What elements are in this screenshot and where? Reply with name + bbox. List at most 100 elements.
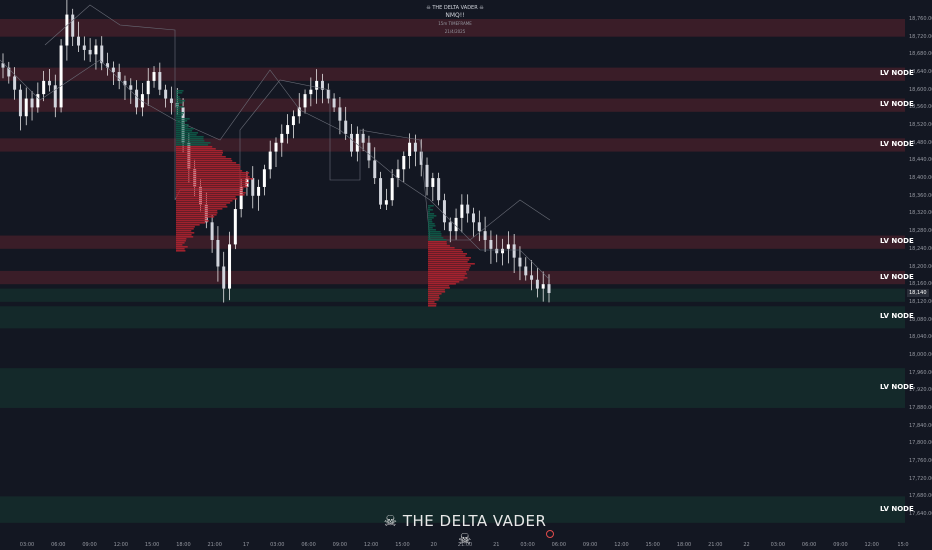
volume-profile-bar xyxy=(176,168,241,170)
volume-profile-bar xyxy=(176,230,192,232)
volume-profile-bar xyxy=(176,112,184,114)
lv-zone xyxy=(0,19,905,37)
volume-profile-bar xyxy=(428,213,435,215)
volume-profile-bar xyxy=(176,122,185,124)
candle-body xyxy=(262,169,266,187)
volume-profile-bar xyxy=(176,178,254,180)
volume-profile-bar xyxy=(176,246,188,248)
header-timeframe: 15m TIMEFRAME xyxy=(438,21,472,26)
volume-profile-bar xyxy=(176,142,211,144)
volume-profile-bar xyxy=(176,92,183,94)
volume-profile-bar xyxy=(176,208,223,210)
volume-profile-bar xyxy=(176,152,224,154)
volume-profile-bar xyxy=(176,154,223,156)
candle-body xyxy=(94,45,98,55)
volume-profile-bar xyxy=(428,277,468,279)
candle-body xyxy=(442,200,446,223)
y-tick-label: 18,080.00 xyxy=(909,316,932,323)
volume-profile-bar xyxy=(428,287,450,289)
lv-node-label: LV NODE xyxy=(880,100,914,109)
volume-profile-bar xyxy=(176,220,209,222)
y-tick-label: 17,680.00 xyxy=(909,493,932,500)
x-tick-label: 06:00 xyxy=(801,542,817,548)
y-tick-label: 18,040.00 xyxy=(909,334,932,341)
candle-body xyxy=(413,142,417,152)
volume-profile-bar xyxy=(176,196,236,198)
vwap-line xyxy=(0,59,551,281)
volume-profile-bar xyxy=(176,166,241,168)
y-tick-label: 17,880.00 xyxy=(909,404,932,411)
x-tick-label: 09:00 xyxy=(833,542,848,548)
alert-circle-icon[interactable] xyxy=(546,530,554,538)
volume-profile-bar xyxy=(176,118,190,120)
volume-profile-bar xyxy=(176,172,250,174)
volume-profile-bar xyxy=(176,120,188,122)
y-tick-label: 17,920.00 xyxy=(909,387,932,394)
x-tick-label: 09:00 xyxy=(582,542,598,548)
volume-profile-bar xyxy=(428,285,450,287)
candle-body xyxy=(158,72,162,90)
candle-body xyxy=(344,120,348,134)
volume-profile-bar xyxy=(176,126,189,128)
volume-profile-bar xyxy=(176,212,218,214)
volume-profile-bar xyxy=(176,104,179,106)
y-tick-label: 18,400.00 xyxy=(909,175,932,182)
volume-profile-bar xyxy=(428,225,436,227)
volume-profile-bar xyxy=(176,186,248,188)
volume-profile-bar xyxy=(176,124,189,126)
volume-profile-bar xyxy=(176,98,181,100)
y-tick-label: 17,800.00 xyxy=(909,440,932,447)
x-tick-label: 15:00 xyxy=(645,542,660,548)
volume-profile-bar xyxy=(176,234,192,236)
candle-body xyxy=(477,222,481,232)
volume-profile-bar xyxy=(176,182,250,184)
candle-body xyxy=(402,156,406,170)
volume-profile-bar xyxy=(176,162,237,164)
candle-body xyxy=(518,257,522,267)
volume-profile-bar xyxy=(428,301,435,303)
chart-header: ☠ THE DELTA VADER ☠ NMQ!! 15m TIMEFRAME … xyxy=(420,4,490,36)
candle-body xyxy=(13,76,17,90)
volume-profile-bar xyxy=(428,205,434,207)
volume-profile-bar xyxy=(176,226,195,228)
volume-profile-bar xyxy=(428,281,460,283)
candle-body xyxy=(350,133,354,152)
y-tick-label: 18,560.00 xyxy=(909,104,932,111)
volume-profile-bar xyxy=(428,283,456,285)
y-tick-label: 17,960.00 xyxy=(909,369,932,376)
volume-profile-bar xyxy=(428,209,433,211)
header-title: ☠ THE DELTA VADER ☠ xyxy=(426,5,484,11)
candle-body xyxy=(379,178,383,205)
volume-profile-bar xyxy=(428,231,441,233)
candle-body xyxy=(7,67,11,77)
volume-profile-bar xyxy=(176,206,228,208)
candle-body xyxy=(460,204,464,218)
candle-body xyxy=(216,239,220,267)
volume-profile-bar xyxy=(176,192,246,194)
candle-body xyxy=(384,200,388,205)
volume-profile-bar xyxy=(176,214,217,216)
x-tick-label: 03:00 xyxy=(19,542,35,548)
volume-profile-bar xyxy=(176,128,194,130)
volume-profile-bar xyxy=(428,299,439,301)
volume-profile-bar xyxy=(176,96,180,98)
volume-profile-bar xyxy=(428,291,446,293)
candle-body xyxy=(239,186,243,210)
volume-profile-bar xyxy=(176,188,244,190)
volume-profile-bar xyxy=(176,134,197,136)
volume-profile-bar xyxy=(176,174,249,176)
candle-body xyxy=(332,98,336,108)
candle-body xyxy=(512,244,516,258)
candle-body xyxy=(355,133,359,152)
volume-profile-bar xyxy=(176,156,226,158)
candle-body xyxy=(129,85,133,90)
volume-profile-bar xyxy=(176,202,231,204)
lv-node-label: LV NODE xyxy=(880,272,914,281)
volume-profile-bar xyxy=(176,150,223,152)
volume-profile-bar xyxy=(428,263,475,265)
volume-profile-bar xyxy=(428,235,442,237)
x-tick-label: 21:00 xyxy=(207,542,222,548)
x-tick-label: 21:00 xyxy=(708,542,723,548)
volume-profile-bar xyxy=(176,176,250,178)
candle-body xyxy=(338,107,342,121)
